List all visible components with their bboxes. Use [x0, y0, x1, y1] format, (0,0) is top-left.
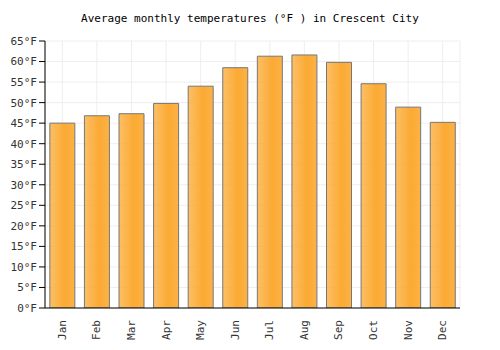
svg-text:65°F: 65°F [11, 35, 38, 48]
svg-text:30°F: 30°F [11, 179, 38, 192]
svg-text:50°F: 50°F [11, 97, 38, 110]
svg-text:Jan: Jan [56, 320, 69, 340]
svg-text:35°F: 35°F [11, 158, 38, 171]
svg-text:25°F: 25°F [11, 199, 38, 212]
svg-text:Feb: Feb [90, 320, 103, 340]
svg-text:Apr: Apr [160, 320, 173, 340]
svg-text:10°F: 10°F [11, 261, 38, 274]
svg-text:May: May [194, 320, 207, 340]
svg-text:0°F: 0°F [17, 302, 37, 315]
svg-text:55°F: 55°F [11, 76, 38, 89]
svg-text:Dec: Dec [436, 320, 449, 340]
svg-text:Aug: Aug [298, 320, 311, 340]
svg-text:Jul: Jul [263, 320, 276, 340]
svg-text:Oct: Oct [367, 320, 380, 340]
svg-text:Mar: Mar [125, 320, 138, 340]
svg-text:60°F: 60°F [11, 55, 38, 68]
svg-text:20°F: 20°F [11, 220, 38, 233]
svg-text:Sep: Sep [332, 320, 345, 340]
svg-text:45°F: 45°F [11, 117, 38, 130]
svg-text:5°F: 5°F [17, 281, 37, 294]
html-text:Average monthly temperatures (: Average monthly temperatures (°F ) in Cr… [81, 12, 419, 25]
svg-text:40°F: 40°F [11, 138, 38, 151]
svg-text:Nov: Nov [402, 320, 415, 340]
svg-text:Jun: Jun [229, 320, 242, 340]
svg-text:15°F: 15°F [11, 240, 38, 253]
